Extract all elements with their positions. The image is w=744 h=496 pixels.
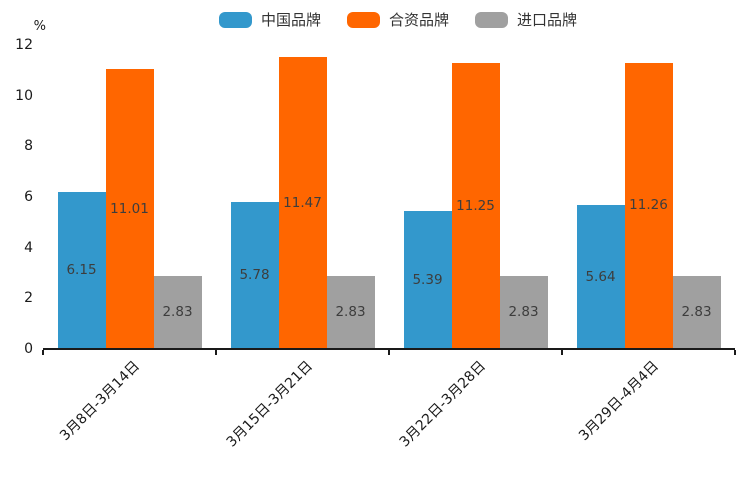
bar-value-label: 6.15: [66, 262, 97, 279]
legend-swatch-icon: [346, 12, 380, 28]
bar-value-label: 2.83: [681, 304, 712, 321]
y-tick-label: 4: [24, 239, 33, 256]
x-axis-tick: [215, 350, 217, 355]
y-tick-label: 0: [24, 341, 33, 357]
x-tick-label: 3月22日-3月28日: [396, 358, 489, 451]
bar-china-brands[interactable]: 5.78: [230, 201, 279, 348]
y-tick-label: 6: [24, 189, 33, 205]
bar-value-label: 11.26: [629, 197, 668, 214]
chart-legend: 中国品牌 合资品牌 进口品牌: [0, 12, 744, 28]
bar-imported-brands[interactable]: 2.83: [672, 276, 721, 348]
y-axis-unit-label: %: [33, 19, 46, 34]
bar-joint-venture-brands[interactable]: 11.25: [451, 63, 500, 348]
bar-value-label: 5.64: [585, 268, 616, 285]
y-tick-label: 10: [15, 87, 33, 104]
bar-value-label: 11.47: [283, 194, 322, 211]
bar-imported-brands[interactable]: 2.83: [326, 276, 375, 348]
legend-item-joint-venture-brands[interactable]: 合资品牌: [346, 11, 449, 29]
y-tick-label: 12: [15, 37, 33, 53]
legend-swatch-icon: [218, 12, 252, 28]
legend-label: 合资品牌: [388, 11, 449, 29]
x-tick-label: 3月15日-3月21日: [223, 358, 316, 451]
legend-item-imported-brands[interactable]: 进口品牌: [475, 12, 577, 28]
x-axis-line: [43, 348, 735, 350]
x-axis-tick: [734, 350, 736, 355]
x-axis-tick: [42, 350, 44, 355]
bar-value-label: 2.83: [335, 304, 366, 321]
bar-value-label: 2.83: [162, 304, 193, 321]
x-axis-tick: [388, 350, 390, 355]
bar-value-label: 11.25: [456, 197, 495, 214]
x-tick-label: 3月29日-4月4日: [575, 358, 662, 445]
bar-joint-venture-brands[interactable]: 11.47: [278, 57, 327, 348]
x-axis-tick: [561, 350, 563, 355]
bar-value-label: 5.39: [412, 271, 443, 288]
legend-label: 中国品牌: [260, 11, 321, 29]
bar-imported-brands[interactable]: 2.83: [153, 276, 202, 348]
bar-china-brands[interactable]: 5.64: [576, 205, 625, 348]
y-tick-label: 2: [24, 290, 33, 307]
bar-value-label: 11.01: [110, 200, 149, 217]
x-tick-label: 3月8日-3月14日: [56, 358, 143, 445]
bar-china-brands[interactable]: 5.39: [403, 211, 452, 348]
bar-imported-brands[interactable]: 2.83: [499, 276, 548, 348]
bar-joint-venture-brands[interactable]: 11.01: [105, 69, 154, 348]
bar-joint-venture-brands[interactable]: 11.26: [624, 62, 673, 348]
legend-item-china-brands[interactable]: 中国品牌: [218, 11, 321, 29]
bar-value-label: 2.83: [508, 304, 539, 321]
y-tick-label: 8: [24, 138, 33, 155]
bar-value-label: 5.78: [239, 266, 270, 283]
legend-swatch-icon: [475, 12, 508, 28]
bar-china-brands[interactable]: 6.15: [57, 192, 106, 348]
legend-label: 进口品牌: [517, 11, 578, 29]
